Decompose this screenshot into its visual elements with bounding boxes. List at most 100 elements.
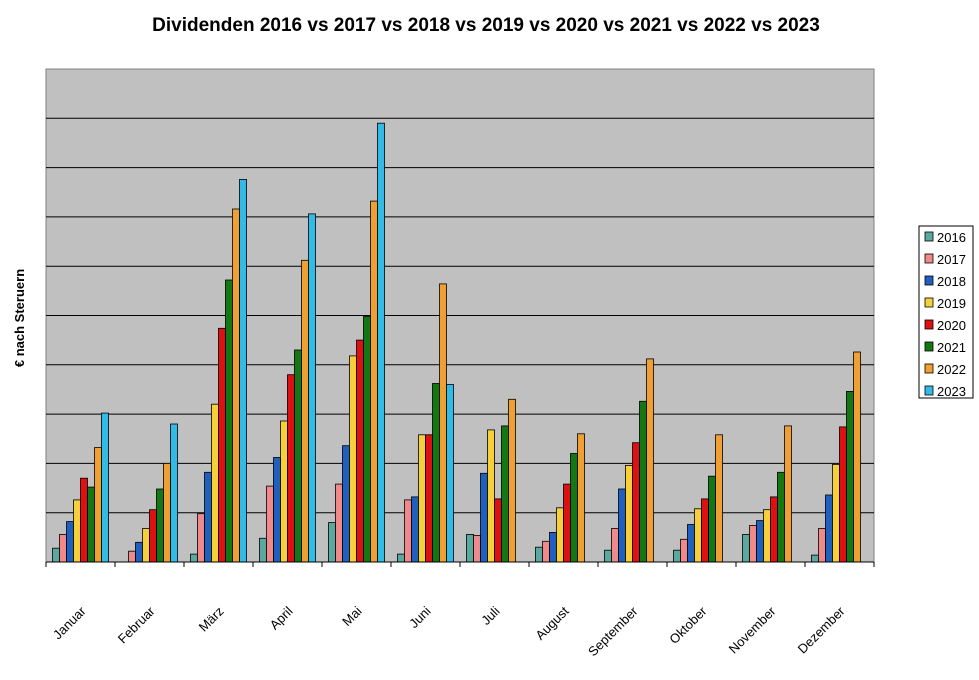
bar-2017-september <box>611 528 619 563</box>
bar-2018-juni <box>411 496 419 563</box>
bar-2022-september <box>646 358 654 563</box>
legend: 2016 2017 2018 2019 2020 2021 2022 2023 <box>918 225 974 399</box>
bar-2018-august <box>549 532 557 563</box>
bar-2022-februar <box>163 462 171 563</box>
bar-2021-oktober <box>708 475 716 563</box>
x-tick-labels: Januar Februar März April Mai Juni Juli August S… <box>50 603 848 659</box>
bar-2019-mai <box>349 355 357 563</box>
bar-2022-mai <box>370 200 378 563</box>
bar-2018-märz <box>204 471 212 563</box>
bar-2016-november <box>742 534 750 563</box>
bar-2020-dezember <box>839 426 847 563</box>
bar-2018-oktober <box>687 524 695 563</box>
bar-2016-september <box>604 549 612 563</box>
bar-2018-mai <box>342 445 350 563</box>
legend-swatch <box>924 385 934 396</box>
bar-2021-november <box>777 471 785 563</box>
legend-label: 2022 <box>937 362 966 377</box>
bar-2023-januar <box>101 412 109 563</box>
legend-label: 2021 <box>937 340 966 355</box>
bar-2020-april <box>287 374 295 563</box>
bar-2019-november <box>763 509 771 563</box>
bar-2017-januar <box>59 534 67 563</box>
x-tick-label: August <box>532 603 571 642</box>
bar-2019-oktober <box>694 508 702 563</box>
bar-2017-april <box>266 485 274 563</box>
bar-2023-april <box>308 213 316 563</box>
bars-group <box>52 122 861 563</box>
bar-2022-januar <box>94 447 102 563</box>
y-axis-label: € nach Steruern <box>12 269 27 367</box>
x-tick-label: März <box>196 604 227 635</box>
bar-2017-juli <box>473 535 481 563</box>
bar-2020-juni <box>425 434 433 563</box>
bar-2020-januar <box>80 477 88 563</box>
bar-2021-august <box>570 453 578 563</box>
x-tick-label: Juni <box>406 603 434 631</box>
legend-swatch <box>924 297 934 308</box>
bar-2020-oktober <box>701 498 709 563</box>
bar-2022-dezember <box>853 351 861 563</box>
bar-2017-dezember <box>818 528 826 563</box>
bar-2021-februar <box>156 488 164 563</box>
bar-2016-april <box>259 537 267 563</box>
bar-2016-juni <box>397 553 405 563</box>
bar-2020-november <box>770 496 778 563</box>
bar-2021-september <box>639 400 647 563</box>
legend-label: 2018 <box>937 274 966 289</box>
bar-2016-märz <box>190 553 198 563</box>
legend-swatch <box>924 231 934 242</box>
bar-2016-august <box>535 546 543 563</box>
bar-2022-juni <box>439 283 447 563</box>
bar-2017-märz <box>197 513 205 563</box>
x-tick-label: April <box>267 603 296 632</box>
bar-2019-dezember <box>832 463 840 563</box>
bar-2018-februar <box>135 541 143 563</box>
x-tick-label: Dezember <box>795 603 848 656</box>
legend-label: 2016 <box>937 230 966 245</box>
bar-2022-april <box>301 259 309 563</box>
bar-2021-april <box>294 349 302 563</box>
bar-2020-mai <box>356 339 364 563</box>
bar-2021-januar <box>87 486 95 563</box>
bar-2022-august <box>577 433 585 563</box>
x-tick-label: Februar <box>115 603 158 646</box>
bar-2016-januar <box>52 547 60 563</box>
bar-2020-juli <box>494 498 502 563</box>
bar-2018-juli <box>480 472 488 563</box>
bar-2019-august <box>556 507 564 563</box>
bar-2023-mai <box>377 122 385 563</box>
bar-2020-august <box>563 483 571 563</box>
chart-title: Dividenden 2016 vs 2017 vs 2018 vs 2019 … <box>152 15 820 36</box>
legend-label: 2020 <box>937 318 966 333</box>
bar-2020-februar <box>149 509 157 563</box>
bar-2018-september <box>618 488 626 563</box>
bar-2023-juni <box>446 384 454 563</box>
bar-2019-februar <box>142 528 150 563</box>
bar-2018-januar <box>66 521 74 563</box>
bar-2021-juni <box>432 383 440 563</box>
legend-swatch <box>924 341 934 352</box>
legend-swatch <box>924 319 934 330</box>
bar-2017-oktober <box>680 538 688 563</box>
legend-swatch <box>924 275 934 286</box>
legend-swatch <box>924 253 934 264</box>
bar-2020-september <box>632 442 640 563</box>
bar-2017-august <box>542 540 550 563</box>
bar-2016-dezember <box>811 554 819 563</box>
bar-2016-juli <box>466 534 474 563</box>
bar-2019-september <box>625 464 633 563</box>
bar-2022-juli <box>508 398 516 563</box>
bar-2019-juni <box>418 434 426 563</box>
bar-2021-dezember <box>846 390 854 563</box>
bar-2019-januar <box>73 499 81 563</box>
bar-2022-november <box>784 425 792 563</box>
bar-2018-april <box>273 457 281 563</box>
bar-2017-juni <box>404 499 412 563</box>
bar-2022-märz <box>232 208 240 563</box>
bar-2022-oktober <box>715 434 723 563</box>
x-axis <box>45 561 875 567</box>
bar-2017-mai <box>335 483 343 563</box>
bar-2023-februar <box>170 423 178 563</box>
